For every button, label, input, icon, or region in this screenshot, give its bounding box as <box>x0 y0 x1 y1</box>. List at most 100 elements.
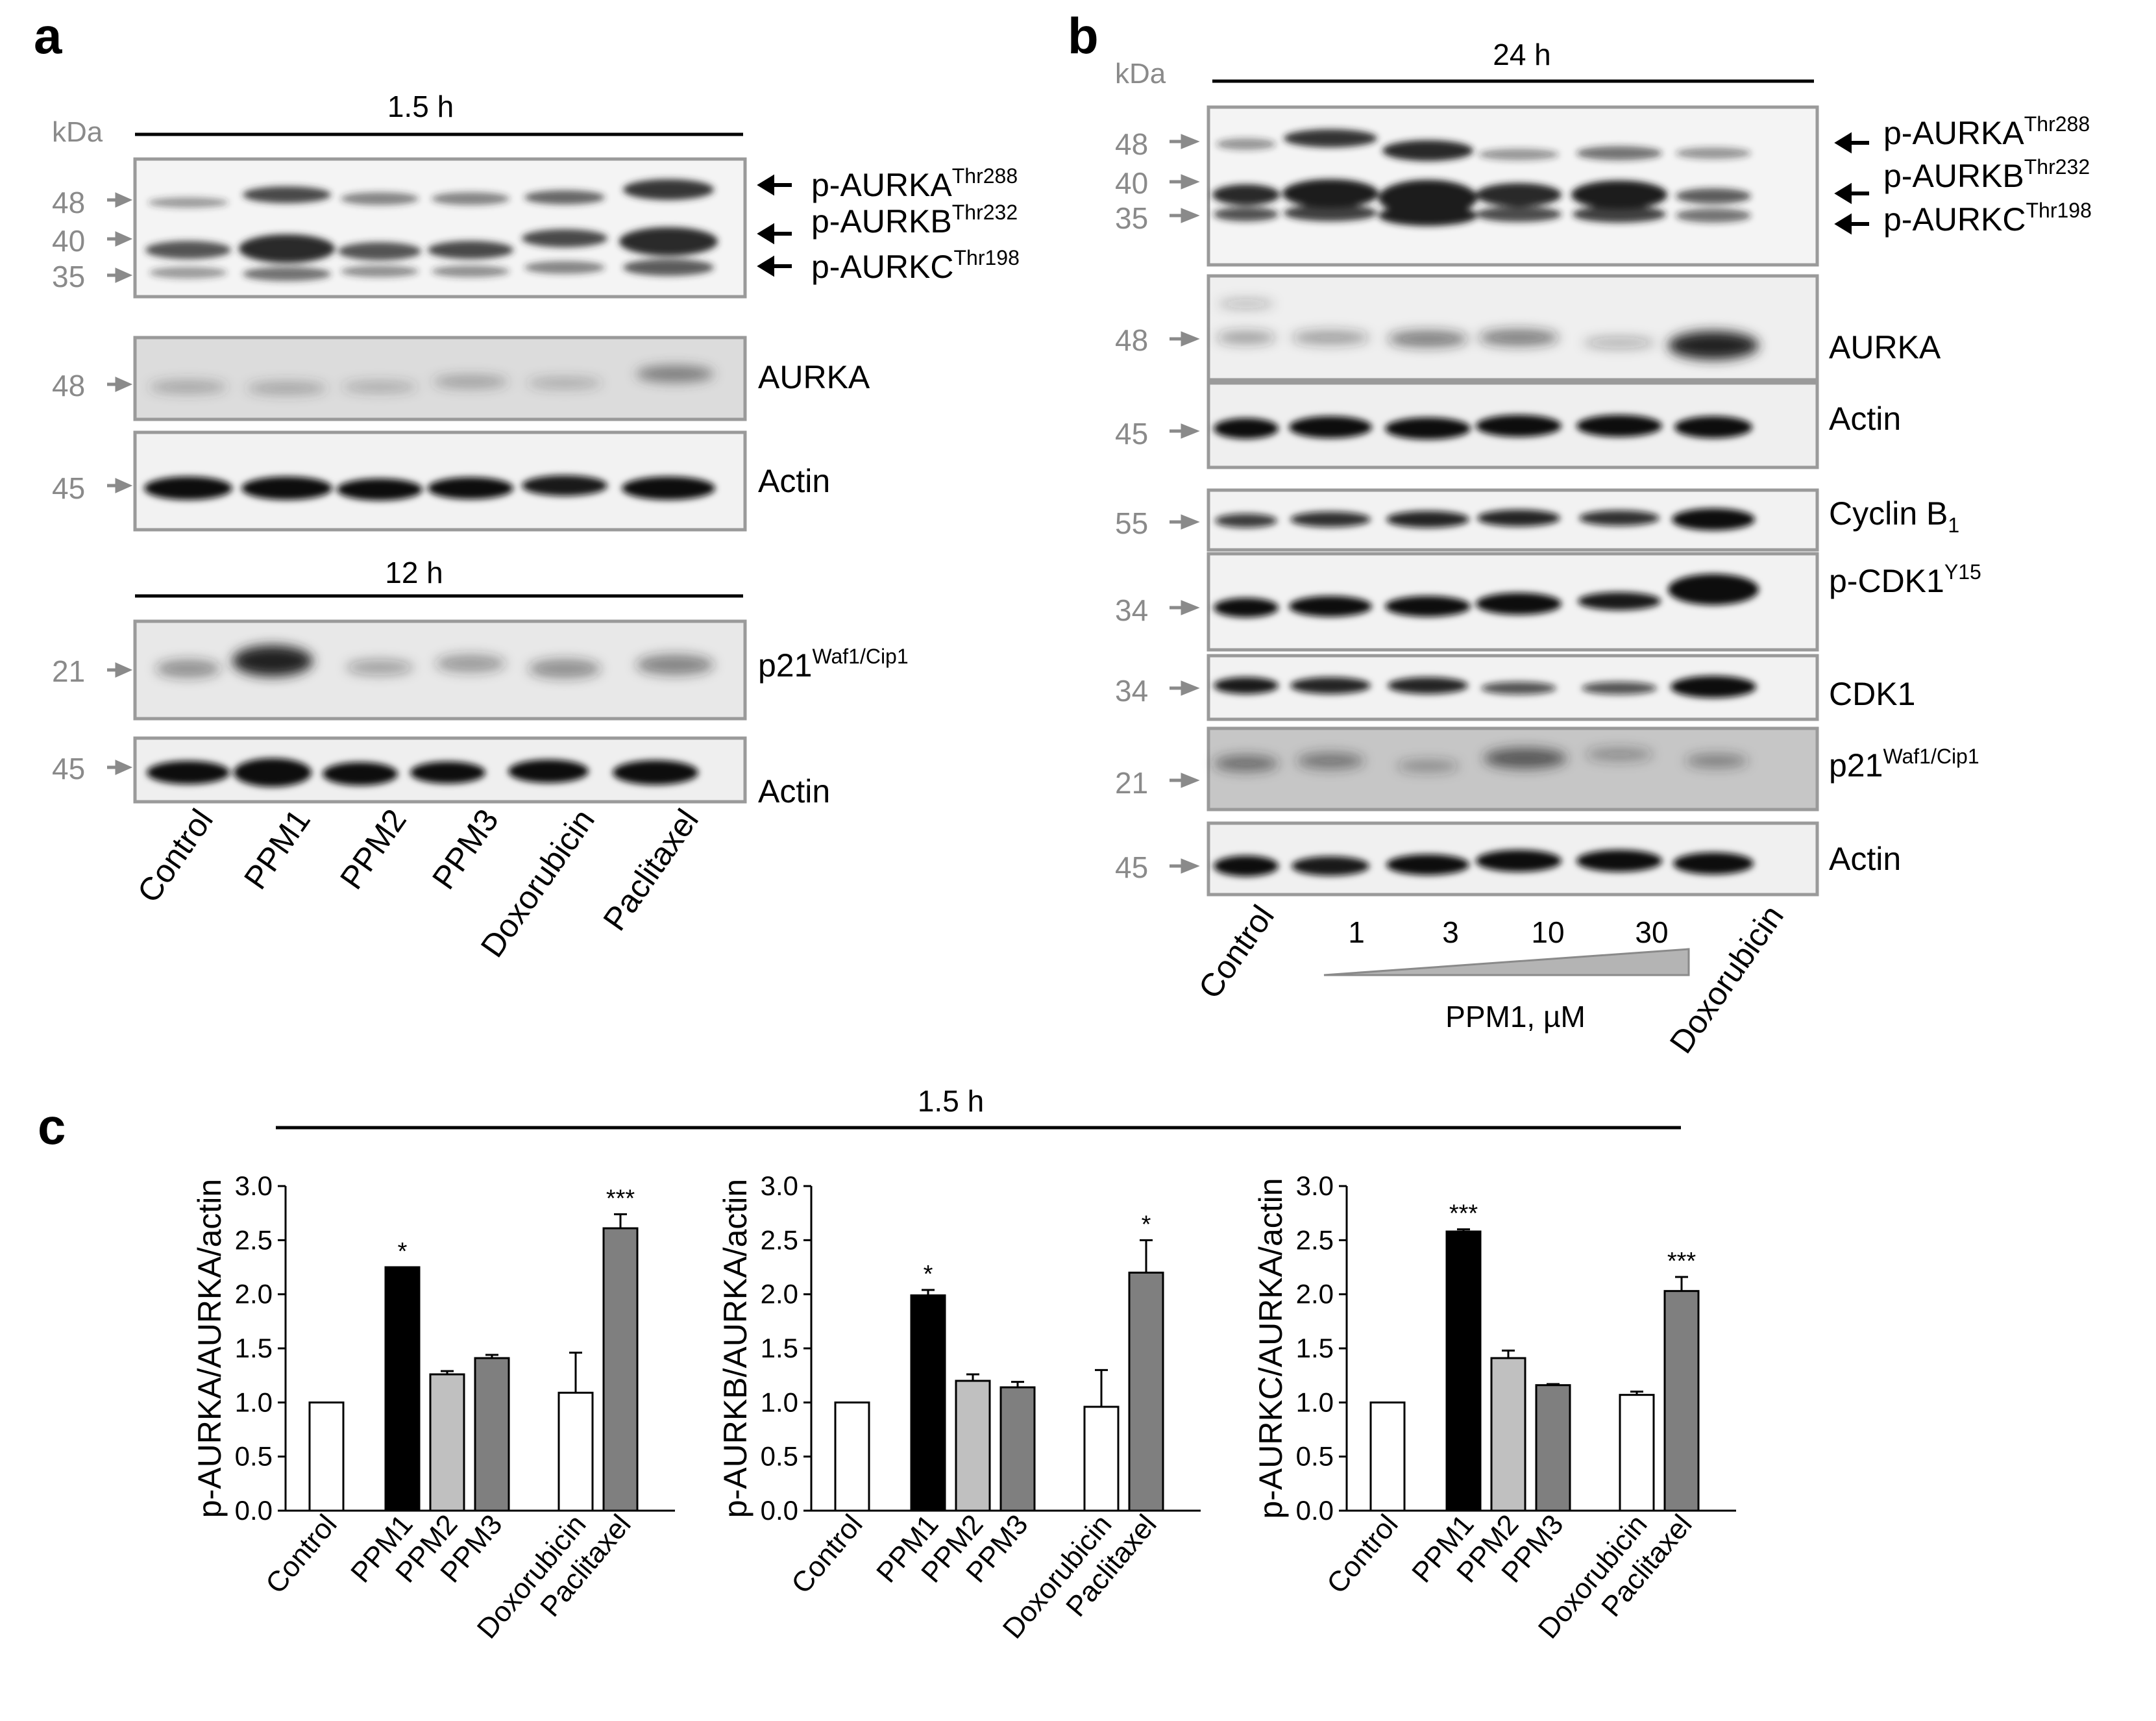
bar-chart-3: 0.0 0.5 1.0 1.5 2.0 2.5 3.0p-AURKC/AURKA/actin… <box>1253 1170 1736 1644</box>
panel-b-letter: b <box>1068 7 1099 64</box>
y-tick-label: 2.0 <box>761 1279 798 1309</box>
panel-b-kda-label: kDa <box>1115 58 1166 90</box>
panel-b-lane-doxorubicin: Doxorubicin <box>1663 898 1791 1059</box>
y-tick-label: 2.0 <box>235 1279 273 1309</box>
panel-a-letter: a <box>34 7 62 64</box>
panel-a-blot-aurka-marker: 48 <box>52 369 85 402</box>
svg-text:p-AURKBThr232: p-AURKBThr232 <box>1883 155 2090 194</box>
panel-a-time-bottom: 12 h <box>385 556 443 589</box>
svg-text:35: 35 <box>52 260 85 293</box>
y-tick-label: 1.5 <box>235 1333 273 1363</box>
panel-a-blot-aurka-arrow <box>107 377 133 392</box>
panel-b-blot-cdk1 <box>1207 654 1819 721</box>
panel-b-blot-aurka <box>1207 274 1819 382</box>
panel-c-time: 1.5 h <box>918 1084 984 1118</box>
panel-b-blot-p21-label: p21Waf1/Cip1 <box>1829 745 1979 784</box>
bar-control <box>1369 1401 1406 1512</box>
y-tick-label: 1.0 <box>235 1387 273 1417</box>
svg-text:p-AURKCThr198: p-AURKCThr198 <box>1883 199 2092 238</box>
panel-b-blot-aurka-marker: 48 <box>1115 323 1148 357</box>
bar-paclitaxel <box>602 1227 639 1512</box>
panel-a-blot-actin-1-arrow <box>107 478 133 493</box>
panel-b-blot-actin-1-arrow <box>1170 423 1200 439</box>
panel-a-blot-actin-1-label: Actin <box>758 463 830 499</box>
panel-b-blot-pcdk1-label: p-CDK1Y15 <box>1829 560 1981 599</box>
panel-b-blot-p21-marker: 21 <box>1115 766 1148 800</box>
bar-ppm3 <box>999 1386 1036 1512</box>
panel-b-blot-actin-2-label: Actin <box>1829 841 1901 877</box>
y-axis-label: p-AURKA/AURKA/actin <box>191 1179 228 1518</box>
panel-b-lane-control: Control <box>1192 898 1281 1005</box>
bar-charts: 0.00.51.01.52.02.53.0p-AURKA/AURKA/actin… <box>191 1170 1736 1644</box>
y-tick-label: 3.0 <box>235 1170 273 1201</box>
bar-control <box>308 1401 345 1512</box>
panel-b-blot-aurka-label: AURKA <box>1829 329 1941 365</box>
panel-b-blot-p21-arrow <box>1170 773 1200 788</box>
panel-a-lane-0: Control <box>130 802 220 909</box>
panel-b-blot-cdk1-arrow <box>1170 680 1200 696</box>
panel-b-lane-2: 3 <box>1442 915 1459 949</box>
panel-b-blot-paurk <box>1207 105 1819 267</box>
panel-b-concentration-wedge <box>1323 948 1690 976</box>
panel-b-blot-pcdk1-arrow <box>1170 600 1200 615</box>
bar-doxorubicin <box>1619 1394 1655 1512</box>
svg-text:35: 35 <box>1115 201 1148 235</box>
panel-b-gradient-label: PPM1, µM <box>1445 1000 1586 1034</box>
y-tick-label: 1.5 <box>761 1333 798 1363</box>
panel-a-blot-p21-label: p21Waf1/Cip1 <box>758 645 909 684</box>
panel-b-lane-3: 10 <box>1531 915 1564 949</box>
bar-ppm2 <box>429 1373 465 1512</box>
bar-doxorubicin <box>1083 1405 1120 1512</box>
svg-text:40: 40 <box>1115 166 1148 200</box>
y-tick-label: 2.5 <box>235 1224 273 1255</box>
y-axis-label: p-AURKC/AURKA/actin <box>1253 1178 1289 1518</box>
panel-a-blot-p21-arrow <box>107 662 133 678</box>
panel-b-blot-paurk-markers: 48 40 35 <box>1115 127 1200 235</box>
bar-paclitaxel <box>1663 1290 1700 1512</box>
panel-b-blot-paurk-labels: p-AURKAThr288 p-AURKBThr232 p-AURKCThr19… <box>1834 112 2092 238</box>
panel-b-blot-pcdk1 <box>1207 552 1819 652</box>
significance-marker: *** <box>1667 1248 1697 1275</box>
significance-marker: * <box>924 1261 933 1288</box>
bar-ppm1 <box>1445 1230 1482 1512</box>
svg-text:48: 48 <box>1115 127 1148 161</box>
svg-text:40: 40 <box>52 224 85 258</box>
bar-ppm1 <box>384 1266 421 1512</box>
svg-text:p-AURKCThr198: p-AURKCThr198 <box>811 246 1020 285</box>
panel-b-blot-pcdk1-marker: 34 <box>1115 593 1148 627</box>
y-tick-label: 0.5 <box>761 1441 798 1472</box>
panel-b-blot-cdk1-marker: 34 <box>1115 674 1148 708</box>
panel-a-time-top: 1.5 h <box>387 90 454 123</box>
svg-text:48: 48 <box>52 186 85 219</box>
panel-a-blot-actin-2-arrow <box>107 760 133 775</box>
bar-chart-1: 0.0 0.5 1.0 1.5 2.0 2.5 3.0p-AURKA/AURKA/actin… <box>191 1170 675 1644</box>
y-tick-label: 1.0 <box>1296 1387 1334 1417</box>
y-axis-label: p-AURKB/AURKA/actin <box>717 1179 753 1518</box>
panel-b-blot-actin-1-marker: 45 <box>1115 417 1148 451</box>
panel-a-lane-labels: Control PPM1 PPM2 PPM3 Doxorubicin Pacli… <box>130 802 705 963</box>
panel-a-lane-3: PPM3 <box>425 802 506 896</box>
panel-b-blot-cdk1-label: CDK1 <box>1829 676 1915 712</box>
bar-control <box>834 1401 870 1512</box>
y-tick-label: 2.5 <box>761 1224 798 1255</box>
panel-b-blot-aurka-arrow <box>1170 331 1200 347</box>
panel-a-blot-actin-1-marker: 45 <box>52 471 85 505</box>
panel-a-blot-aurka-label: AURKA <box>758 359 870 395</box>
panel-a-blot-aurka <box>133 336 747 421</box>
panel-a-blot-paurk-labels: p-AURKAThr288 p-AURKBThr232 p-AURKCThr19… <box>757 164 1020 285</box>
panel-b-blot-actin-2-marker: 45 <box>1115 850 1148 884</box>
panel-b-blot-actin-1-label: Actin <box>1829 401 1901 437</box>
y-tick-label: 3.0 <box>1296 1170 1334 1201</box>
svg-text:p-AURKBThr232: p-AURKBThr232 <box>811 201 1018 240</box>
y-tick-label: 0.5 <box>235 1441 273 1472</box>
y-tick-label: 1.5 <box>1296 1333 1334 1363</box>
panel-a-blot-actin-2-label: Actin <box>758 773 830 810</box>
panel-b-lane-1: 1 <box>1348 915 1365 949</box>
bar-doxorubicin <box>557 1391 594 1512</box>
panel-b-blot-actin-2 <box>1207 821 1819 897</box>
y-tick-label: 2.5 <box>1296 1224 1334 1255</box>
bar-ppm3 <box>474 1357 510 1512</box>
svg-text:p-AURKAThr288: p-AURKAThr288 <box>1883 112 2090 151</box>
panel-b-blot-cyclinb1-arrow <box>1170 514 1200 530</box>
